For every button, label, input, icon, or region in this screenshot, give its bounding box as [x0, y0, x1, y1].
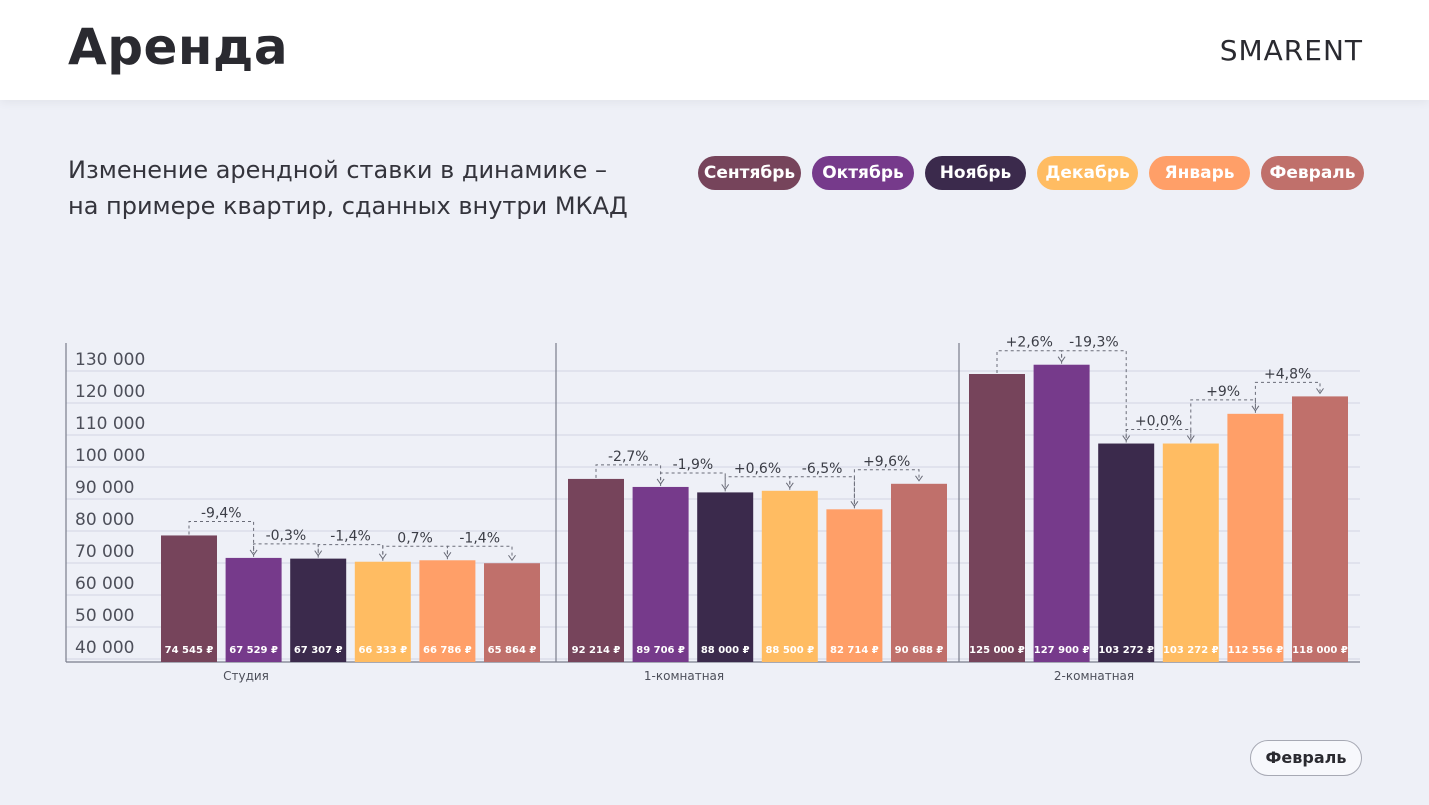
- bar-value-label: 66 333 ₽: [358, 645, 407, 656]
- subtitle-line-1: Изменение арендной ставки в динамике –: [68, 156, 608, 184]
- change-percent-label: +9,6%: [863, 454, 910, 470]
- change-connector: [446, 545, 513, 560]
- bar: [161, 535, 217, 662]
- change-arrow: [915, 475, 923, 482]
- bar-value-label: 103 272 ₽: [1163, 645, 1219, 656]
- change-percent-label: -6,5%: [802, 461, 843, 477]
- bar-value-label: 92 214 ₽: [572, 645, 621, 656]
- change-percent-label: -1,9%: [673, 457, 714, 473]
- y-tick-label: 100 000: [75, 446, 145, 466]
- bar-value-label: 125 000 ₽: [969, 645, 1025, 656]
- header-bar: Аренда SMARENT: [0, 0, 1429, 100]
- bar-value-label: 112 556 ₽: [1228, 645, 1284, 656]
- category-label: 1-комнатная: [644, 669, 724, 683]
- bar: [1227, 413, 1284, 662]
- bar-value-label: 74 545 ₽: [165, 645, 214, 656]
- bar: [419, 560, 476, 662]
- bar: [1292, 396, 1348, 662]
- month-selector-button[interactable]: Февраль: [1250, 740, 1362, 776]
- change-connector: [1125, 429, 1192, 443]
- bar-value-label: 103 272 ₽: [1098, 645, 1154, 656]
- bar-value-label: 88 500 ₽: [765, 645, 814, 656]
- change-arrow: [508, 554, 516, 562]
- bar-value-label: 67 307 ₽: [294, 645, 343, 656]
- bar: [1162, 443, 1219, 662]
- change-connector: [789, 476, 855, 505]
- change-percent-label: +4,8%: [1264, 366, 1311, 382]
- bar-value-label: 66 786 ₽: [423, 645, 472, 656]
- y-tick-label: 40 000: [75, 638, 134, 658]
- y-tick-label: 130 000: [75, 350, 145, 370]
- change-percent-label: 0,7%: [397, 530, 433, 546]
- bar: [761, 490, 818, 662]
- y-tick-label: 70 000: [75, 542, 134, 562]
- bar: [1033, 364, 1090, 662]
- change-percent-label: -2,7%: [608, 449, 649, 465]
- bar: [1098, 443, 1155, 662]
- bar: [632, 486, 689, 662]
- brand-logo: SMARENT: [1219, 34, 1363, 67]
- change-percent-label: -19,3%: [1069, 335, 1119, 351]
- change-percent-label: +0,0%: [1135, 414, 1182, 430]
- legend-pill-february[interactable]: Февраль: [1261, 156, 1364, 190]
- change-connector: [317, 544, 384, 558]
- category-label: 2-комнатная: [1054, 669, 1134, 683]
- bar: [484, 563, 540, 662]
- bar-value-label: 127 900 ₽: [1034, 645, 1090, 656]
- bar-value-label: 90 688 ₽: [895, 645, 944, 656]
- legend-pill-november[interactable]: Ноябрь: [925, 156, 1026, 190]
- bar-value-label: 118 000 ₽: [1292, 645, 1348, 656]
- y-tick-label: 120 000: [75, 382, 145, 402]
- bar: [568, 478, 624, 662]
- change-connector: [1061, 350, 1127, 439]
- change-percent-label: -1,4%: [459, 530, 500, 546]
- bar: [225, 557, 282, 662]
- change-connector: [1254, 381, 1321, 413]
- y-tick-label: 80 000: [75, 510, 134, 530]
- category-label: Студия: [223, 669, 269, 683]
- change-connector: [253, 543, 319, 557]
- legend-pill-october[interactable]: Октябрь: [812, 156, 914, 190]
- change-percent-label: -9,4%: [201, 505, 242, 521]
- month-legend: Сентябрь Октябрь Ноябрь Декабрь Январь Ф…: [698, 156, 1368, 192]
- change-percent-label: +2,6%: [1006, 335, 1053, 351]
- bar: [354, 561, 411, 662]
- bar: [290, 558, 347, 662]
- change-connector: [188, 520, 255, 553]
- change-connector: [382, 545, 448, 561]
- bar: [969, 374, 1025, 662]
- change-percent-label: +0,6%: [734, 461, 781, 477]
- bar-value-label: 89 706 ₽: [636, 645, 685, 656]
- y-tick-label: 90 000: [75, 478, 134, 498]
- bar-value-label: 65 864 ₽: [488, 645, 537, 656]
- change-percent-label: +9%: [1206, 384, 1240, 400]
- bar: [697, 492, 754, 662]
- bar: [826, 509, 883, 662]
- chart-subtitle: Изменение арендной ставки в динамике – н…: [68, 152, 668, 224]
- y-tick-label: 60 000: [75, 574, 134, 594]
- y-tick-label: 110 000: [75, 414, 145, 434]
- legend-pill-january[interactable]: Январь: [1149, 156, 1250, 190]
- bar-value-label: 88 000 ₽: [701, 645, 750, 656]
- rent-bar-chart: 130 000 120 000 110 000 100 000 90 000 80 000…: [65, 335, 1360, 683]
- bar-value-label: 82 714 ₽: [830, 645, 879, 656]
- page-title: Аренда: [68, 18, 289, 76]
- legend-pill-december[interactable]: Декабрь: [1037, 156, 1138, 190]
- change-connector: [660, 472, 726, 488]
- change-connector: [853, 469, 920, 509]
- legend-pill-september[interactable]: Сентябрь: [698, 156, 801, 190]
- change-connector: [724, 476, 791, 492]
- change-arrow: [1316, 388, 1324, 395]
- subtitle-line-2: на примере квартир, сданных внутри МКАД: [68, 192, 628, 220]
- y-tick-label: 50 000: [75, 606, 134, 626]
- change-percent-label: -1,4%: [330, 529, 371, 545]
- bar: [891, 483, 947, 662]
- bar-value-label: 67 529 ₽: [229, 645, 278, 656]
- change-percent-label: -0,3%: [266, 528, 307, 544]
